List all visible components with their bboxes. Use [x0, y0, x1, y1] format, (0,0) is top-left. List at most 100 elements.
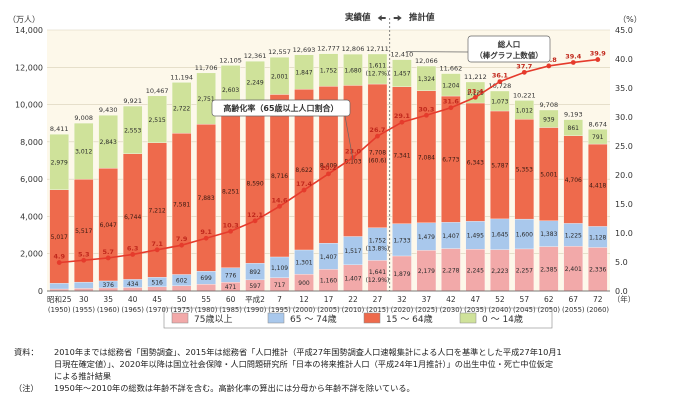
aging-rate-point: [570, 60, 576, 65]
bar-total-label: 10,221: [513, 91, 536, 99]
y-tick-right: 45.0: [615, 26, 633, 35]
bar-value-label: 5,517: [75, 228, 92, 235]
bar-total-label: 12,361: [244, 52, 267, 60]
aging-rate-label: 36.1: [492, 72, 509, 80]
bar-segment: [74, 122, 94, 180]
bar-value-label: 5,787: [491, 162, 508, 169]
bar-value-label: 2,249: [246, 80, 263, 87]
x-tick-era: 55: [201, 295, 211, 304]
bar-total-label: 12,105: [219, 56, 242, 64]
bars: 5,017 2,979 8,411 5,517 3,012 9,008 376 6,047 2,…: [49, 45, 608, 292]
bar-value-label: 7,341: [393, 153, 410, 160]
bar-segment: [98, 115, 118, 169]
bar-value-label: 1,383: [540, 231, 557, 238]
bar-value-label: 8,103: [344, 158, 361, 165]
bar-segment: [367, 53, 388, 85]
bar-segment: [441, 73, 461, 97]
aging-rate-label: 20.2: [320, 164, 336, 172]
bar-value-label: 2,553: [124, 127, 141, 134]
aging-rate-point: [301, 187, 307, 193]
bar-value-label: 2,385: [540, 266, 557, 273]
bar-total-label: 9,193: [564, 111, 583, 119]
legend-label: 15 ～ 64歳: [386, 313, 433, 325]
x-tick-era: 72: [593, 295, 603, 304]
bar-segment: [147, 95, 167, 143]
bar-value-label: 3,012: [75, 149, 92, 156]
y-unit-right: （%）: [618, 15, 642, 24]
aging-rate-point: [326, 171, 331, 177]
aging-rate-label: 7.1: [151, 240, 163, 248]
aging-rate-label: 4.9: [53, 253, 65, 261]
region-label-projected: 推計値: [409, 12, 435, 23]
x-tick-era: 27: [373, 295, 383, 304]
x-tick-era: 17: [324, 295, 334, 304]
bar-segment: [171, 82, 192, 134]
aging-rate-label: 39.4: [565, 52, 582, 60]
x-tick-era: 60: [226, 295, 236, 304]
aging-rate-label: 23.0: [345, 148, 362, 156]
aging-rate-label: 26.7: [369, 126, 385, 134]
x-tick-year: (2020): [391, 306, 414, 314]
bar-total-label: 9,430: [99, 106, 118, 114]
aging-rate-point: [546, 63, 552, 69]
bar-total-label: 11,212: [464, 73, 487, 81]
bar-value-label: 2,401: [565, 266, 582, 273]
bar-value-label: 2,257: [516, 267, 533, 274]
bar-value-label: 6,343: [467, 160, 484, 167]
x-tick-year: (2055): [562, 306, 585, 314]
legend-frame: [163, 307, 553, 329]
note-line: （注） 1950年～2010年の総数は年齢不詳を含む。高齢化率の算出には分母から年…: [14, 383, 415, 393]
x-tick-era: 22: [348, 295, 358, 304]
aging-rate-point: [179, 242, 185, 248]
bar-value-label: (12.9%): [366, 277, 390, 284]
bar-value-label: 717: [274, 282, 286, 289]
x-tick-era: 50: [177, 295, 187, 304]
bar-value-label: 1,495: [467, 233, 484, 240]
y-tick-left: 14,000: [15, 26, 43, 35]
bar-value-label: 1,012: [516, 107, 533, 114]
x-tick-year: (1975): [170, 306, 193, 314]
y-tick-left: 8,000: [20, 138, 43, 147]
aging-rate-point: [350, 155, 356, 161]
aging-rate-point: [81, 257, 87, 263]
x-unit: （年）: [613, 294, 636, 304]
bar-value-label: 1,611: [369, 63, 386, 70]
bar-value-label: 8,251: [222, 188, 239, 195]
aging-rate-label: 31.6: [443, 98, 460, 106]
bar-value-label: 7,084: [418, 154, 435, 161]
x-tick-era: 12: [299, 295, 309, 304]
source-line-1: 資料： 2010年までは総務省「国勢調査」、2015年は総務省「人口推計（平成27…: [14, 347, 562, 357]
x-tick-year: (1950): [48, 306, 71, 314]
bar-segment: [539, 109, 559, 128]
aging-rate-point: [595, 57, 601, 62]
aging-rate-label: 39.9: [590, 50, 607, 58]
legend: 75歳以上 65 ～ 74歳 15 ～ 64歳 0 ～ 14歳: [163, 307, 553, 329]
bar-segment: [490, 90, 510, 112]
y-tick-left: 2,000: [20, 250, 43, 259]
x-tick-year: (2040): [489, 306, 512, 314]
aging-rate-label: 12.1: [247, 211, 264, 219]
bar-value-label: 1,160: [320, 278, 337, 285]
y-tick-left: 0: [38, 287, 43, 296]
y-tick-left: 12,000: [15, 63, 43, 72]
bar-value-label: 1,109: [271, 265, 288, 272]
bar-value-label: 1,752: [369, 238, 386, 245]
bar-value-label: 7,708: [369, 149, 386, 156]
bar-value-label: 2,751: [198, 96, 215, 103]
bar-value-label: 2,515: [149, 117, 166, 124]
legend-swatch: [267, 312, 285, 324]
x-tick-year: (2010): [342, 306, 365, 314]
bar-value-label: 699: [200, 275, 212, 282]
aging-rate-point: [424, 112, 429, 118]
bar-segment: [122, 105, 143, 154]
bar-value-label: 8,590: [246, 181, 263, 188]
bar-value-label: 8,409: [320, 162, 337, 169]
bar-value-label: 1,225: [565, 232, 582, 239]
bar-value-label: 1,407: [344, 275, 361, 282]
y-tick-right: 40.0: [615, 55, 633, 64]
bar-total-label: 12,711: [366, 45, 389, 53]
aging-rate-point: [105, 255, 111, 261]
x-tick-era: 45: [152, 295, 162, 304]
x-tick-year: (1960): [97, 306, 120, 314]
aging-rate-point: [521, 69, 527, 75]
